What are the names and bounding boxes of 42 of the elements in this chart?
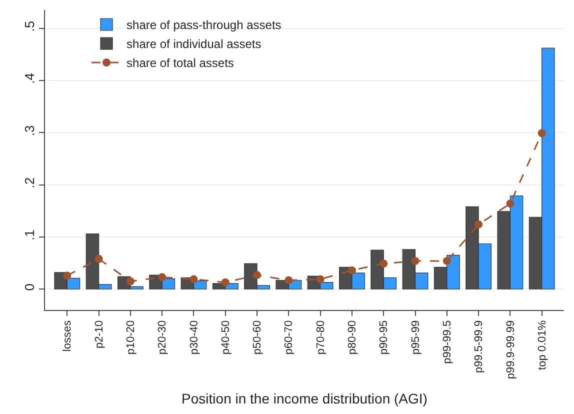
point [158,273,166,282]
x-tick-label: p10-20 [125,320,138,355]
y-tick-label: .5 [22,20,37,32]
legend-label: share of pass-through assets [126,18,282,32]
x-tick-label: p99.9-99.99 [504,320,517,380]
x-tick-label: p2-10 [93,320,106,349]
point [380,260,388,268]
x-tick-label: p99-99.5 [441,320,454,364]
x-tick-label: p70-80 [314,320,327,355]
x-tick-label: p30-40 [188,320,200,355]
x-axis-title: Position in the income distribution (AGI) [182,390,428,406]
x-tick-label: p50-60 [252,320,264,355]
legend-label: share of total assets [126,56,234,70]
point [190,275,198,284]
y-tick-label: .3 [22,125,37,136]
point [253,271,262,280]
point [474,220,483,228]
point [411,256,420,265]
x-tick-label: p99.5-99.9 [473,320,486,374]
x-tick-label: p60-70 [283,320,296,355]
point [221,278,230,286]
legend-label: share of individual assets [126,37,262,52]
point [538,129,546,138]
point [126,277,134,286]
x-tick-label: losses [62,320,74,352]
x-tick-label: p80-90 [346,320,359,355]
point [94,254,103,263]
y-tick-label: .2 [22,177,37,188]
point [63,272,72,280]
x-tick-label: p90-95 [378,320,390,355]
x-tick-label: p40-50 [220,320,232,355]
y-tick-label: .1 [22,230,37,240]
y-tick-label: .4 [22,73,37,84]
point [348,266,356,274]
x-tick-label: p20-30 [156,320,169,355]
point [316,275,324,284]
y-tick-label: 0 [22,284,37,291]
x-tick-label: top 0.01% [536,320,548,370]
point [442,256,451,265]
point [506,200,514,208]
x-tick-label: p95-99 [410,320,422,355]
point [284,276,293,284]
